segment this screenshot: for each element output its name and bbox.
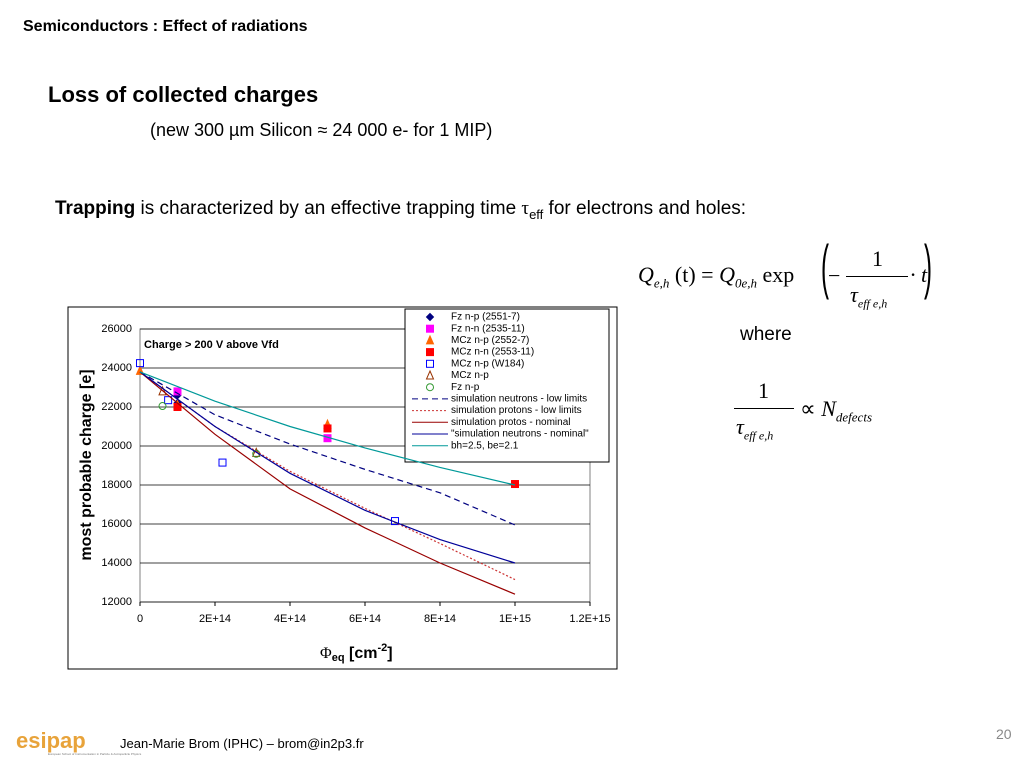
series-line (139, 371, 516, 564)
data-point (323, 424, 332, 433)
y-tick-label: 26000 (101, 323, 132, 335)
num: 1 (872, 246, 883, 271)
legend-label: "simulation neutrons - nominal" (451, 429, 589, 440)
y-tick-label: 22000 (101, 401, 132, 413)
legend-box (404, 308, 610, 463)
minus: − (828, 263, 841, 288)
sub: eff (529, 206, 544, 222)
data-point (136, 359, 144, 368)
legend-label: simulation protons - low limits (451, 405, 582, 416)
fraction-bar (846, 276, 908, 277)
legend-label: Fz n-n (2535-11) (451, 323, 525, 334)
y-axis-label: most probable charge [e] (78, 369, 95, 560)
title: Loss of collected charges (48, 82, 319, 107)
legend-label: MCz n-p (451, 370, 489, 381)
legend-marker (425, 369, 435, 380)
sub: eff e,h (743, 428, 774, 443)
sub: e,h (653, 275, 670, 291)
legend-marker (426, 359, 434, 368)
close: ] (387, 645, 392, 662)
t: (t) = (674, 262, 714, 287)
sub: 0e,h (734, 275, 758, 291)
sub: eff e,h (857, 296, 888, 311)
y-tick-label: 20000 (101, 440, 132, 452)
tau: τeff e,h (850, 282, 887, 311)
data-point (251, 447, 261, 457)
data-point (158, 402, 167, 411)
legend-label: MCz n-n (2553-11) (451, 347, 534, 358)
legend-label: Fz n-p (2551-7) (451, 312, 520, 323)
y-tick-label: 24000 (101, 362, 132, 374)
annotation: Charge > 200 V above Vfd (144, 339, 279, 351)
tau: τ (736, 414, 744, 439)
bold: Trapping (55, 198, 136, 219)
tau: τeff e,h (736, 414, 773, 443)
paren: ( (820, 233, 829, 300)
series-line (139, 371, 516, 526)
y-tick-label: 16000 (101, 518, 132, 530)
series-line (139, 371, 516, 486)
author: Jean-Marie Brom (IPHC) – brom@in2p3.fr (120, 736, 364, 751)
sub: defects (835, 409, 872, 425)
legend-label: simulation protos - nominal (451, 417, 571, 428)
data-point (173, 387, 182, 396)
formula: Qe,h (t) = Q0e,h exp (638, 262, 794, 291)
q: Q (638, 262, 654, 287)
legend-label: MCz n-p (W184) (451, 358, 524, 369)
x-axis-label: Φeq [cm-2] (320, 642, 393, 664)
legend-label: bh=2.5, be=2.1 (451, 440, 519, 451)
x-tick-label: 1.2E+15 (569, 613, 610, 625)
legend-label: simulation neutrons - low limits (451, 394, 587, 405)
subtitle: (new 300 µm Silicon ≈ 24 000 e- for 1 MI… (150, 120, 493, 140)
logo-caption: European School of Instrumentation in Pa… (48, 752, 142, 756)
legend-marker (426, 324, 434, 333)
trapping-line: Trapping is characterized by an effectiv… (55, 198, 746, 222)
tau: τ (850, 282, 858, 307)
logo: esipap (16, 728, 86, 753)
y-tick-label: 14000 (101, 557, 132, 569)
legend-marker (426, 348, 434, 357)
sub: eq (332, 652, 345, 664)
text: for electrons and holes: (543, 198, 747, 219)
y-tick-label: 12000 (101, 596, 132, 608)
x-tick-label: 1E+15 (499, 613, 531, 625)
chart-frame (67, 306, 618, 670)
legend-marker (425, 312, 435, 322)
prop: ∝ Ndefects (800, 396, 872, 425)
paren: ) (923, 233, 932, 300)
where: where (740, 324, 792, 345)
page-number: 20 (996, 726, 1012, 742)
symbol: Φ (320, 645, 332, 662)
n: N (821, 396, 836, 421)
symbol: τ (521, 198, 530, 219)
legend-marker (425, 334, 435, 345)
series-line (139, 371, 516, 595)
tail: · t (910, 262, 928, 287)
x-tick-label: 8E+14 (424, 613, 456, 625)
data-point (158, 385, 167, 396)
section: Semiconductors : Effect of radiations (23, 18, 308, 35)
prop: ∝ (800, 396, 816, 421)
unit: [cm (345, 645, 378, 662)
q0: Q (719, 262, 735, 287)
num: 1 (758, 378, 769, 403)
text: is characterized by an effective trappin… (135, 198, 522, 219)
legend-marker (426, 383, 434, 392)
legend-label: MCz n-p (2552-7) (451, 335, 529, 346)
y-tick-label: 18000 (101, 479, 132, 491)
x-tick-label: 6E+14 (349, 613, 381, 625)
sup: -2 (377, 642, 387, 654)
x-tick-label: 2E+14 (199, 613, 231, 625)
data-point (164, 396, 173, 405)
x-tick-label: 0 (137, 613, 143, 625)
legend-label: Fz n-p (451, 382, 480, 393)
fraction-bar (734, 408, 794, 409)
exp: exp (762, 262, 795, 287)
x-tick-label: 4E+14 (274, 613, 306, 625)
data-point (218, 458, 227, 467)
